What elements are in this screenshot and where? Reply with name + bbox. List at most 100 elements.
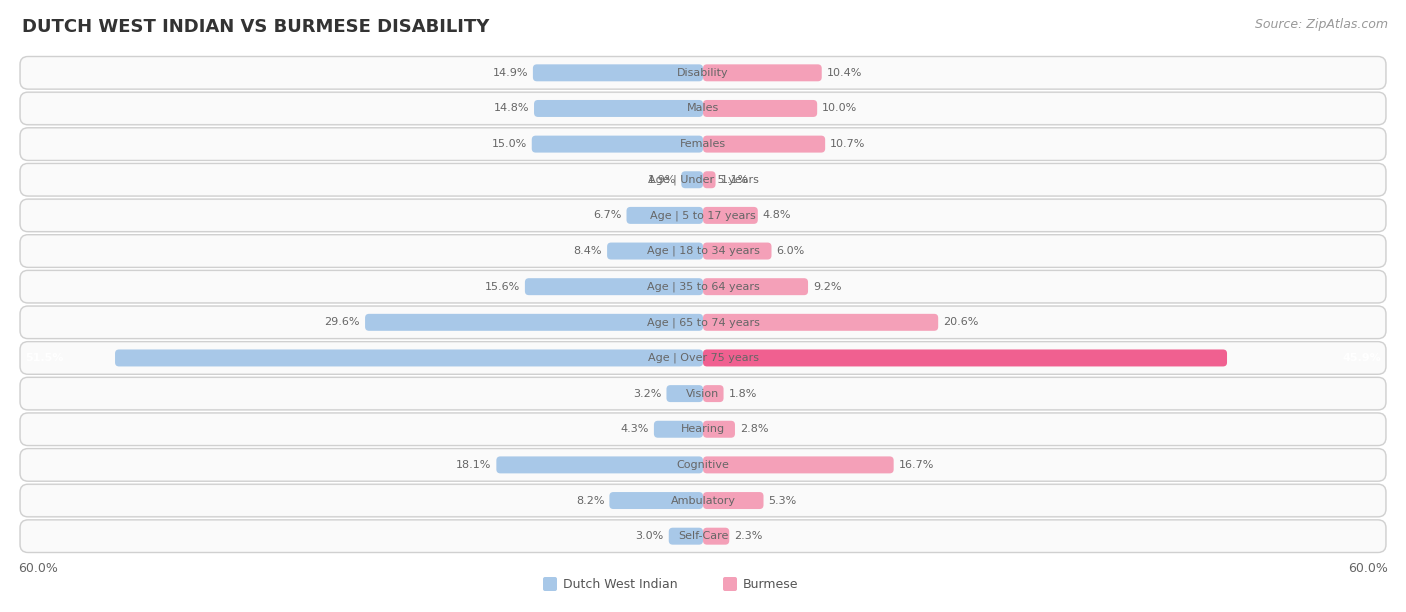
Text: 1.9%: 1.9% [648,175,676,185]
FancyBboxPatch shape [703,64,821,81]
Text: 8.2%: 8.2% [576,496,605,506]
FancyBboxPatch shape [627,207,703,224]
Text: 3.0%: 3.0% [636,531,664,541]
FancyBboxPatch shape [703,242,772,259]
Text: Age | 18 to 34 years: Age | 18 to 34 years [647,246,759,256]
Text: 6.0%: 6.0% [776,246,804,256]
Text: 45.9%: 45.9% [1343,353,1381,363]
Text: 9.2%: 9.2% [813,282,842,292]
Text: DUTCH WEST INDIAN VS BURMESE DISABILITY: DUTCH WEST INDIAN VS BURMESE DISABILITY [22,18,489,36]
FancyBboxPatch shape [703,136,825,152]
FancyBboxPatch shape [20,484,1386,517]
FancyBboxPatch shape [21,93,1385,124]
Text: 14.8%: 14.8% [494,103,529,113]
FancyBboxPatch shape [654,421,703,438]
FancyBboxPatch shape [703,278,808,295]
Text: 10.4%: 10.4% [827,68,862,78]
Text: Burmese: Burmese [742,578,799,591]
FancyBboxPatch shape [21,200,1385,231]
Text: Source: ZipAtlas.com: Source: ZipAtlas.com [1256,18,1388,31]
FancyBboxPatch shape [20,271,1386,303]
FancyBboxPatch shape [703,207,758,224]
Text: Age | Over 75 years: Age | Over 75 years [648,353,758,363]
FancyBboxPatch shape [534,100,703,117]
FancyBboxPatch shape [20,306,1386,338]
FancyBboxPatch shape [20,56,1386,89]
FancyBboxPatch shape [21,485,1385,516]
FancyBboxPatch shape [20,199,1386,232]
FancyBboxPatch shape [21,165,1385,195]
Text: 10.0%: 10.0% [823,103,858,113]
Text: 14.9%: 14.9% [492,68,527,78]
Text: 2.8%: 2.8% [740,424,769,435]
Text: Age | 35 to 64 years: Age | 35 to 64 years [647,282,759,292]
Text: 3.2%: 3.2% [633,389,661,398]
Text: Ambulatory: Ambulatory [671,496,735,506]
FancyBboxPatch shape [703,457,894,473]
Text: Dutch West Indian: Dutch West Indian [562,578,678,591]
FancyBboxPatch shape [20,341,1386,375]
FancyBboxPatch shape [607,242,703,259]
FancyBboxPatch shape [20,163,1386,196]
FancyBboxPatch shape [524,278,703,295]
Text: Females: Females [681,139,725,149]
FancyBboxPatch shape [20,377,1386,410]
FancyBboxPatch shape [703,314,938,331]
Text: 1.8%: 1.8% [728,389,756,398]
FancyBboxPatch shape [21,343,1385,373]
Text: Age | 5 to 17 years: Age | 5 to 17 years [650,210,756,221]
FancyBboxPatch shape [703,349,1227,367]
FancyBboxPatch shape [20,413,1386,446]
FancyBboxPatch shape [496,457,703,473]
FancyBboxPatch shape [703,171,716,188]
FancyBboxPatch shape [115,349,703,367]
Text: Hearing: Hearing [681,424,725,435]
Text: Age | Under 5 years: Age | Under 5 years [648,174,758,185]
Text: 60.0%: 60.0% [1348,562,1388,575]
FancyBboxPatch shape [703,492,763,509]
Text: 8.4%: 8.4% [574,246,602,256]
FancyBboxPatch shape [21,129,1385,160]
Text: Disability: Disability [678,68,728,78]
FancyBboxPatch shape [366,314,703,331]
Text: 18.1%: 18.1% [456,460,491,470]
Text: Age | 65 to 74 years: Age | 65 to 74 years [647,317,759,327]
FancyBboxPatch shape [669,528,703,545]
FancyBboxPatch shape [21,378,1385,409]
FancyBboxPatch shape [682,171,703,188]
Text: 60.0%: 60.0% [18,562,58,575]
Text: 6.7%: 6.7% [593,211,621,220]
FancyBboxPatch shape [703,528,730,545]
Text: Vision: Vision [686,389,720,398]
FancyBboxPatch shape [20,520,1386,553]
Text: 20.6%: 20.6% [943,317,979,327]
Text: 1.1%: 1.1% [720,175,749,185]
Text: Cognitive: Cognitive [676,460,730,470]
Text: 4.3%: 4.3% [620,424,650,435]
Text: Self-Care: Self-Care [678,531,728,541]
FancyBboxPatch shape [666,385,703,402]
FancyBboxPatch shape [21,271,1385,302]
FancyBboxPatch shape [533,64,703,81]
FancyBboxPatch shape [543,577,557,591]
Text: 10.7%: 10.7% [830,139,866,149]
FancyBboxPatch shape [21,414,1385,444]
FancyBboxPatch shape [20,92,1386,125]
FancyBboxPatch shape [20,449,1386,481]
FancyBboxPatch shape [703,100,817,117]
FancyBboxPatch shape [21,450,1385,480]
Text: 15.6%: 15.6% [485,282,520,292]
FancyBboxPatch shape [531,136,703,152]
Text: 51.5%: 51.5% [25,353,63,363]
FancyBboxPatch shape [609,492,703,509]
FancyBboxPatch shape [21,236,1385,266]
FancyBboxPatch shape [21,307,1385,338]
FancyBboxPatch shape [703,385,724,402]
FancyBboxPatch shape [21,521,1385,551]
FancyBboxPatch shape [21,58,1385,88]
Text: 16.7%: 16.7% [898,460,934,470]
FancyBboxPatch shape [723,577,737,591]
Text: 29.6%: 29.6% [325,317,360,327]
Text: 5.3%: 5.3% [769,496,797,506]
Text: Males: Males [688,103,718,113]
